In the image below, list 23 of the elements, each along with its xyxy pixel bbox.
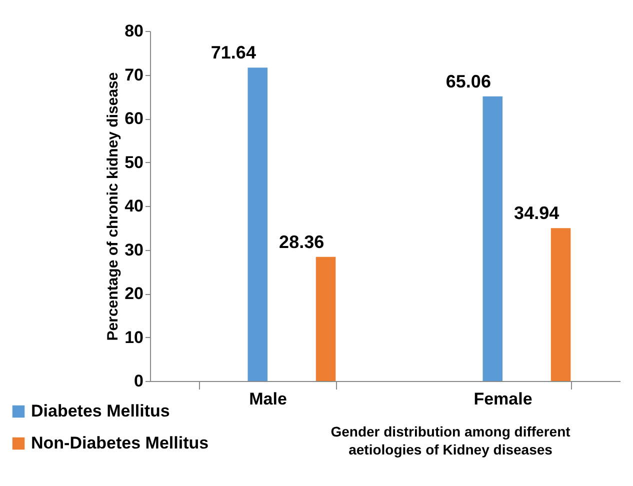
x-tick-label: Male (249, 390, 287, 408)
y-tick-label: 60 (124, 109, 144, 128)
y-tick-label: 50 (124, 152, 144, 172)
y-tick-label: 20 (124, 284, 144, 303)
y-tick-label: 80 (124, 22, 144, 40)
legend-label: Non-Diabetes Mellitus (31, 434, 209, 452)
y-tick-label: 40 (124, 196, 144, 216)
bar (550, 228, 571, 381)
data-label: 28.36 (279, 232, 324, 252)
y-tick-label: 10 (124, 328, 144, 347)
y-axis-title: Percentage of chronic kidney disease (104, 72, 122, 341)
data-label: 71.64 (210, 42, 256, 63)
bar (482, 96, 502, 381)
x-axis-title: Gender distribution among different aetiologies of Kidney diseases (330, 424, 571, 458)
x-tick-label: Female (474, 390, 532, 408)
y-tick-label: 70 (124, 65, 144, 84)
y-tick-label: 30 (124, 240, 144, 260)
y-tick-label: 0 (134, 372, 144, 390)
data-label: 34.94 (514, 203, 560, 224)
legend-label: Diabetes Mellitus (31, 402, 170, 420)
bar (248, 68, 268, 381)
bar (316, 256, 336, 381)
data-label: 65.06 (446, 71, 491, 92)
